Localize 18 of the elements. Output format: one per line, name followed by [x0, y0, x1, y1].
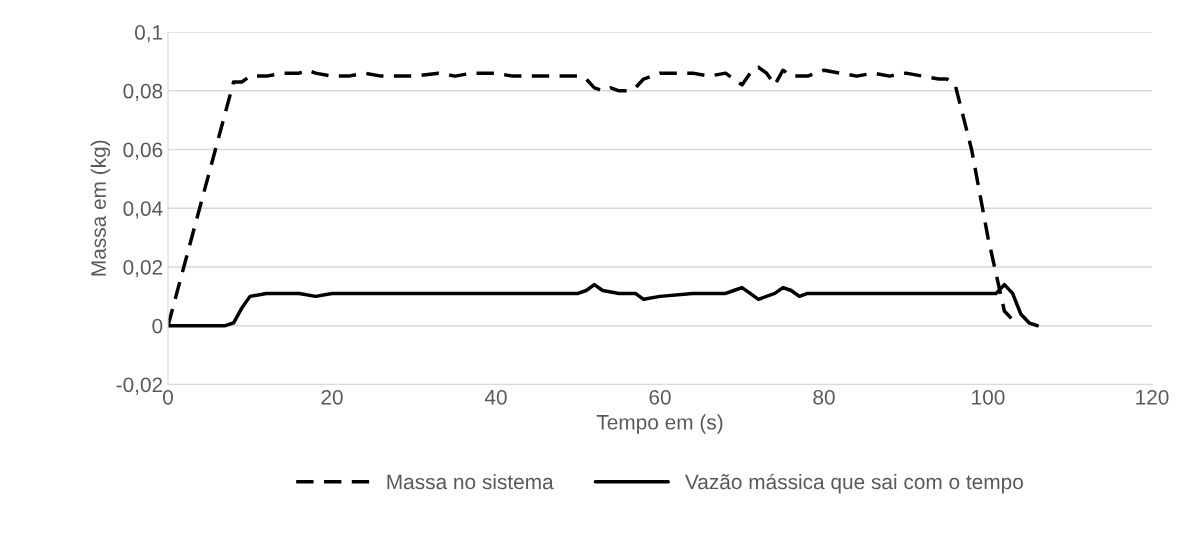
y-tick-label: 0,02	[123, 260, 163, 278]
x-tick-label: 60	[649, 389, 671, 405]
x-tick-label: 0	[163, 389, 173, 405]
legend-label: Massa no sistema	[387, 473, 554, 490]
x-tick-label: 120	[1136, 389, 1169, 405]
legend-label: Vazão mássica que sai com o tempo	[685, 473, 1023, 494]
x-tick-label: 100	[972, 389, 1005, 405]
y-tick-label: 0,1	[134, 25, 163, 43]
y-tick-label: 0,06	[123, 142, 163, 160]
y-tick-label: 0,08	[123, 83, 163, 101]
x-axis-title: Tempo em (s)	[596, 414, 723, 434]
y-tick-label: -0,02	[116, 377, 163, 395]
y-tick-label: 0,04	[123, 201, 163, 219]
y-axis-title: Massa em (kg)	[90, 140, 111, 276]
x-tick-label: 40	[484, 389, 507, 405]
y-tick-label: 0	[152, 318, 163, 334]
x-tick-label: 20	[321, 389, 343, 405]
x-tick-label: 80	[813, 389, 835, 405]
